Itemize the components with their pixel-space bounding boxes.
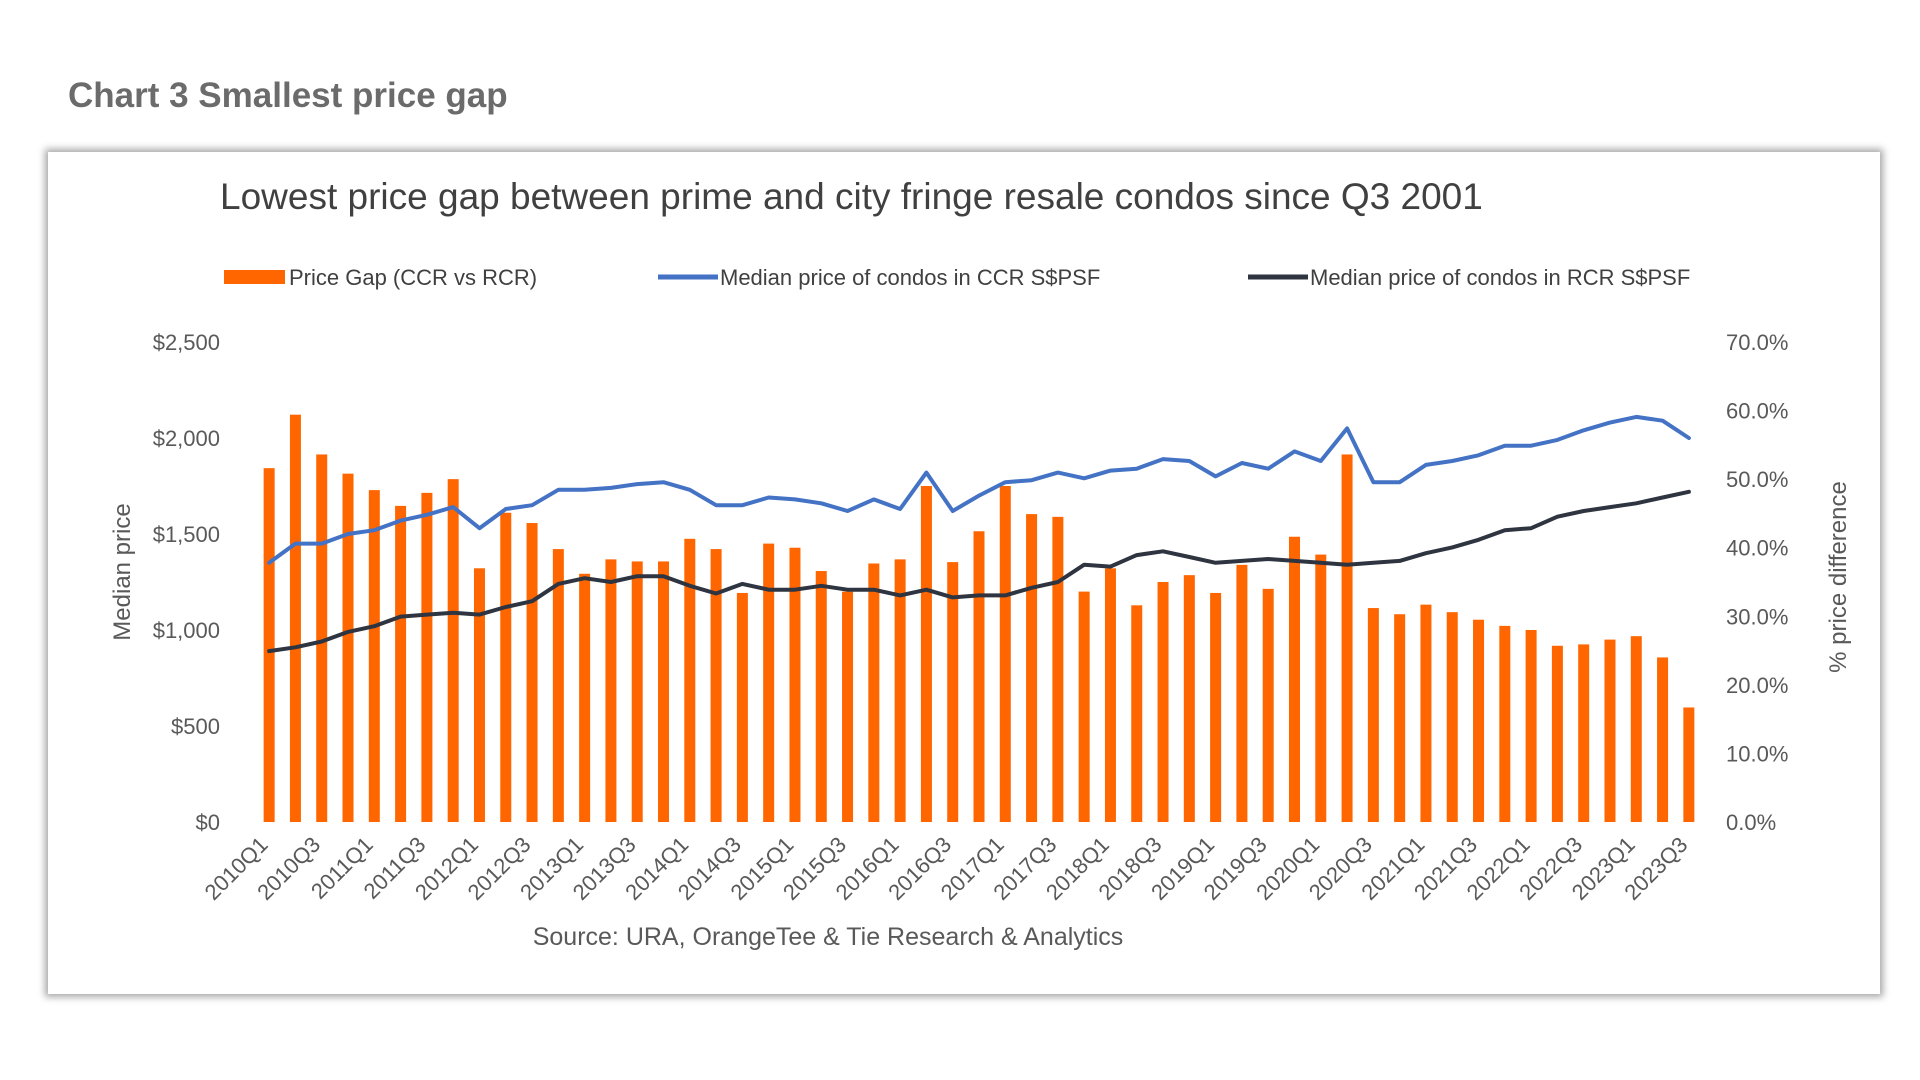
bar-price-gap <box>631 561 643 822</box>
chart-title: Lowest price gap between prime and city … <box>220 176 1483 217</box>
bar-price-gap <box>1183 575 1195 822</box>
bar-price-gap <box>1473 619 1485 822</box>
bar-price-gap <box>973 531 985 822</box>
bar-price-gap <box>526 523 538 822</box>
y2-tick-label: 20.0% <box>1726 673 1788 698</box>
y2-tick-label: 70.0% <box>1726 330 1788 355</box>
bar-price-gap <box>342 473 354 822</box>
bar-price-gap <box>1262 588 1274 822</box>
line-series-group <box>267 414 1691 654</box>
legend-item-price-gap[interactable]: Price Gap (CCR vs RCR) <box>224 265 537 290</box>
bar-price-gap <box>1551 645 1563 822</box>
bar-price-gap <box>1104 568 1116 822</box>
legend-item-rcr[interactable]: Median price of condos in RCR S$PSF <box>1248 265 1690 290</box>
bar-price-gap <box>947 562 959 822</box>
bar-price-gap <box>500 512 512 822</box>
legend-label-rcr: Median price of condos in RCR S$PSF <box>1310 265 1690 290</box>
bar-price-gap <box>1078 591 1090 822</box>
y-tick-label: $1,000 <box>153 618 220 643</box>
bar-price-gap <box>1420 604 1432 822</box>
bar-price-gap <box>1525 630 1537 822</box>
bar-price-gap <box>1052 516 1064 822</box>
bar-price-gap <box>579 573 591 822</box>
bar-price-gap <box>920 486 932 822</box>
bar-price-gap <box>815 571 827 822</box>
y-tick-label: $1,500 <box>153 522 220 547</box>
y-tick-label: $2,000 <box>153 426 220 451</box>
bar-price-gap <box>263 468 275 822</box>
bar-price-gap <box>763 543 775 822</box>
bar-price-gap <box>1657 657 1669 822</box>
y-tick-label: $500 <box>171 714 220 739</box>
bar-price-gap <box>1236 564 1248 822</box>
y2-tick-label: 60.0% <box>1726 399 1788 424</box>
y-tick-label: $0 <box>196 810 220 835</box>
bar-price-gap <box>1131 605 1143 822</box>
bar-price-gap <box>1157 582 1169 822</box>
bar-price-gap <box>1341 454 1353 822</box>
bar-price-gap <box>395 505 407 822</box>
legend-label-ccr: Median price of condos in CCR S$PSF <box>720 265 1100 290</box>
bar-price-gap <box>1446 612 1458 822</box>
bar-price-gap <box>1026 514 1038 822</box>
y-axis-title: Median price <box>109 503 136 640</box>
bar-series-price-gap <box>263 414 1695 822</box>
chart-source: Source: URA, OrangeTee & Tie Research & … <box>533 923 1124 951</box>
bar-price-gap <box>289 414 301 822</box>
bar-price-gap <box>368 490 380 822</box>
chart-card: Lowest price gap between prime and city … <box>48 152 1880 994</box>
bar-price-gap <box>658 561 670 822</box>
combo-chart: Lowest price gap between prime and city … <box>109 176 1852 951</box>
bar-price-gap <box>684 538 696 822</box>
y2-tick-label: 40.0% <box>1726 536 1788 561</box>
bar-price-gap <box>868 563 880 822</box>
bar-price-gap <box>842 591 854 822</box>
bar-price-gap <box>736 592 748 822</box>
y2-tick-label: 10.0% <box>1726 741 1788 766</box>
bar-price-gap <box>1210 592 1222 822</box>
bar-price-gap <box>789 547 801 822</box>
bar-price-gap <box>421 492 433 822</box>
legend-swatch-price-gap <box>224 270 285 284</box>
bar-price-gap <box>1683 707 1695 822</box>
y2-tick-label: 50.0% <box>1726 467 1788 492</box>
y2-axis-title: % price difference <box>1825 481 1852 673</box>
y-axis-right: 70.0% 60.0% 50.0% 40.0% 30.0% 20.0% 10.0% 0.0% <box>1726 330 1788 835</box>
bar-price-gap <box>1604 639 1616 822</box>
line-rcr-median-price <box>267 489 1691 654</box>
bar-price-gap <box>1630 636 1642 822</box>
bar-price-gap <box>999 486 1011 822</box>
legend-label-price-gap: Price Gap (CCR vs RCR) <box>289 265 537 290</box>
y-axis-left: $2,500 $2,000 $1,500 $1,000 $500 $0 <box>153 330 220 835</box>
x-axis: 2010Q12010Q32011Q12011Q32012Q12012Q32013… <box>200 832 1693 905</box>
bar-price-gap <box>1499 625 1511 822</box>
bar-price-gap <box>447 479 459 822</box>
bar-price-gap <box>552 549 564 822</box>
bar-price-gap <box>710 549 722 822</box>
page-heading: Chart 3 Smallest price gap <box>68 76 508 115</box>
y2-tick-label: 0.0% <box>1726 810 1776 835</box>
legend-item-ccr[interactable]: Median price of condos in CCR S$PSF <box>658 265 1100 290</box>
bar-price-gap <box>1315 554 1327 822</box>
bar-price-gap <box>316 454 328 822</box>
legend: Price Gap (CCR vs RCR) Median price of c… <box>224 265 1690 290</box>
bar-price-gap <box>1288 536 1300 822</box>
y-tick-label: $2,500 <box>153 330 220 355</box>
bar-price-gap <box>1578 644 1590 822</box>
bar-price-gap <box>894 559 906 822</box>
bar-price-gap <box>473 568 485 822</box>
line-ccr-median-price <box>267 414 1691 565</box>
bar-price-gap <box>605 559 617 822</box>
y2-tick-label: 30.0% <box>1726 604 1788 629</box>
bar-price-gap <box>1394 614 1406 822</box>
bar-price-gap <box>1367 608 1379 822</box>
